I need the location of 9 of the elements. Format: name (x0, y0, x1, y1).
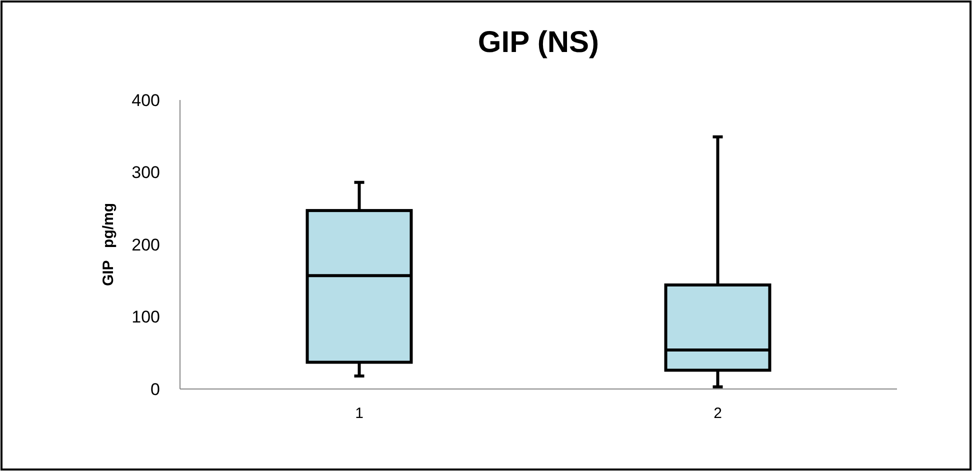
x-tick-label: 1 (355, 405, 364, 422)
y-tick-label: 400 (132, 90, 160, 110)
y-axis-title: GIP pg/mg (100, 202, 117, 286)
x-tick-label: 2 (714, 405, 722, 422)
y-tick-label: 100 (132, 308, 160, 327)
chart-title: GIP (NS) (478, 26, 600, 59)
y-tick-label: 200 (132, 235, 160, 254)
y-tick-label: 0 (150, 380, 160, 399)
y-tick-label: 300 (132, 163, 160, 182)
